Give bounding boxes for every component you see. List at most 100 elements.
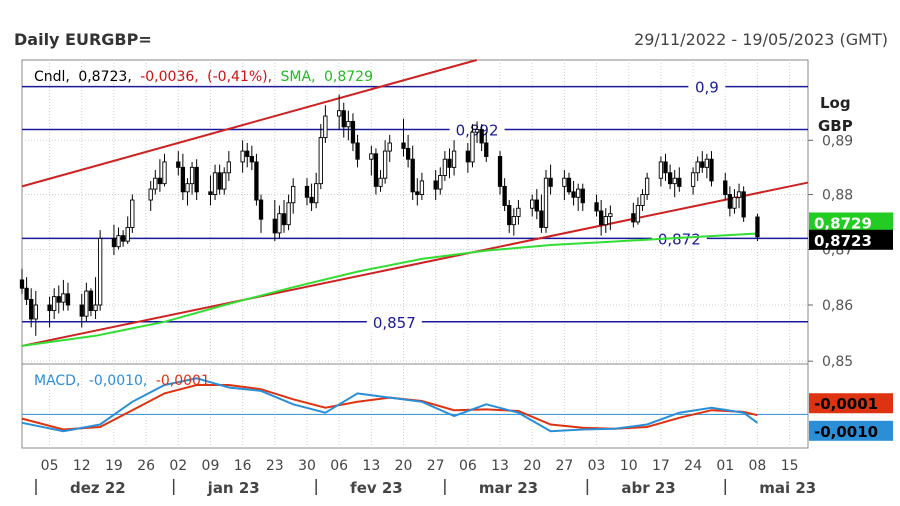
candle-body (736, 191, 742, 198)
candle-body (245, 150, 250, 157)
candle (93, 277, 98, 319)
candle-body (254, 161, 259, 201)
candle (318, 124, 323, 190)
candle (433, 170, 438, 201)
candle-body (658, 161, 664, 179)
candle-body (732, 196, 737, 209)
macd-value-tag-bg (809, 420, 893, 441)
candle (337, 94, 342, 130)
candle (530, 194, 535, 217)
candle (272, 200, 277, 242)
candle (194, 159, 199, 201)
candle (695, 156, 700, 181)
candle-body (346, 120, 351, 128)
candle-body (24, 287, 29, 300)
candle (741, 186, 746, 222)
candle (732, 189, 737, 214)
candle (189, 161, 195, 195)
candle-body (539, 210, 544, 228)
y-tick-label: 0,89 (822, 133, 853, 149)
candle (245, 142, 250, 168)
candle (24, 277, 29, 305)
candle (401, 118, 406, 157)
candle (97, 230, 103, 311)
candle (548, 164, 553, 195)
candle-body (594, 202, 599, 212)
x-tick-label: 12 (73, 458, 91, 474)
candle (405, 134, 411, 168)
candle-body (341, 110, 346, 128)
candle-body (157, 177, 163, 185)
candle (258, 194, 264, 233)
legend-change: -0,0036, (140, 69, 199, 85)
x-tick-label: 30 (298, 458, 316, 474)
x-tick-label: 17 (652, 458, 670, 474)
candle-body (516, 207, 521, 217)
candle-body (438, 175, 443, 190)
candle (663, 153, 668, 181)
candle (19, 268, 25, 294)
candle (484, 132, 489, 162)
candle-body (120, 235, 126, 242)
macd-value-tag: -0,0010 (814, 423, 878, 441)
candle-body (176, 161, 181, 168)
candle-body (470, 131, 475, 163)
candle (304, 178, 310, 206)
x-tick-label: 02 (169, 458, 187, 474)
candle-body (497, 156, 503, 187)
candle-body (479, 129, 484, 144)
channel-line (21, 181, 809, 347)
month-label: abr 23 (621, 479, 675, 497)
month-label: mai 23 (759, 479, 816, 497)
candle (690, 167, 696, 195)
candle (419, 172, 425, 201)
candle-body (695, 161, 700, 174)
x-tick-label: 15 (781, 458, 799, 474)
candle (240, 140, 245, 173)
candle-body (474, 129, 480, 133)
sma-line (21, 232, 758, 347)
candle-body (704, 158, 710, 168)
candle-body (690, 172, 696, 187)
candle (539, 194, 544, 233)
x-tick-label: 13 (362, 458, 380, 474)
candle-body (189, 166, 195, 185)
candle-body (314, 183, 319, 204)
candle (507, 200, 512, 233)
x-tick-label: 08 (749, 458, 767, 474)
x-tick-label: 09 (202, 458, 220, 474)
candle (286, 194, 291, 231)
candle-body (502, 185, 507, 206)
x-tick-label: 05 (41, 458, 59, 474)
candle-body (185, 183, 190, 193)
candle (277, 205, 282, 239)
candle (79, 293, 84, 328)
x-tick-label: 03 (588, 458, 606, 474)
candle-body (562, 177, 567, 187)
candle-body (116, 235, 121, 248)
candle-body (451, 150, 457, 168)
candle (148, 180, 153, 211)
candle (369, 145, 374, 176)
candle-body (369, 153, 374, 160)
x-tick-label: 24 (684, 458, 702, 474)
candle (314, 172, 319, 209)
candle (153, 170, 158, 195)
candle (382, 140, 388, 184)
candle (723, 172, 728, 201)
candle (580, 183, 585, 211)
sma-value-tag-bg (809, 212, 893, 233)
candle-body (337, 110, 342, 117)
level-label-bg (688, 77, 726, 96)
candle-body (318, 137, 323, 185)
macd-signal-tag: -0,0001 (814, 395, 878, 413)
candle (534, 189, 539, 220)
candle (29, 288, 34, 328)
candle-body (249, 156, 254, 163)
candle (516, 200, 521, 225)
svg-text:Cndl, 0,8723, -0,0036,: Cndl, 0,8723, -0,0036, (-0,41%), SMA, 0,… (34, 69, 373, 85)
candle-body (663, 161, 668, 174)
candle-body (741, 191, 746, 218)
macd-legend-macd: -0,0010, (89, 373, 148, 389)
